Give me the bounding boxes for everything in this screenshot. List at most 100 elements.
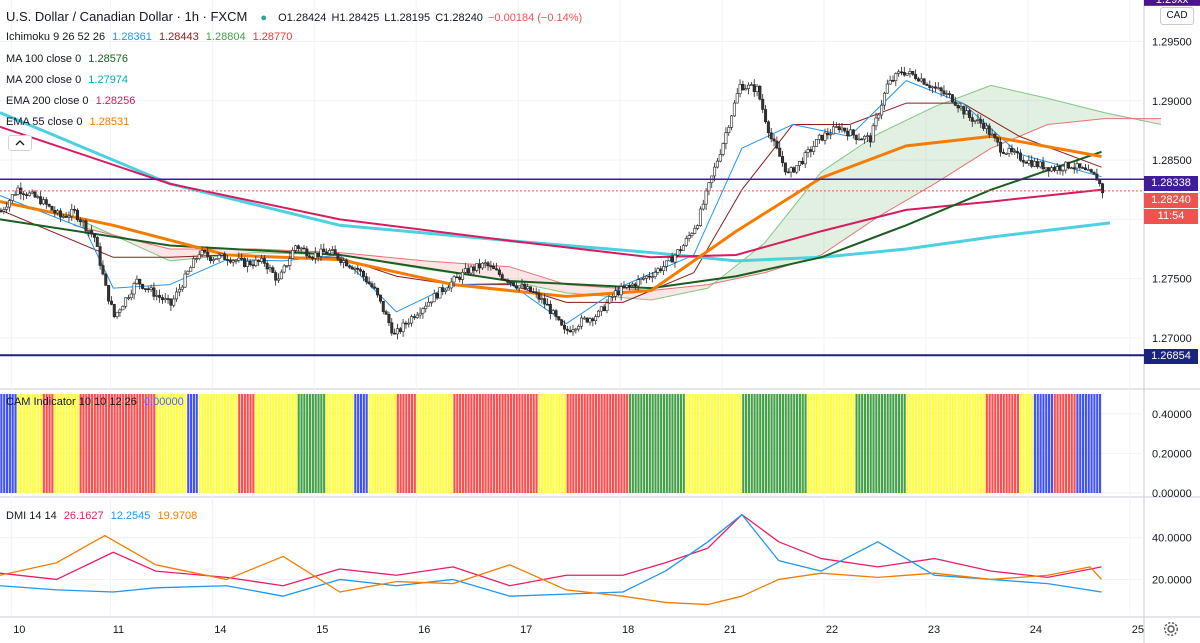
cam-bar-yellow <box>546 394 549 493</box>
cam-bar-blue <box>357 394 360 493</box>
cam-bar-red <box>504 394 507 493</box>
cloud-segment <box>826 164 833 252</box>
cam-bar-yellow <box>427 394 431 493</box>
cam-bar-yellow <box>722 394 725 493</box>
candle-body <box>908 71 912 74</box>
cam-bar-yellow <box>226 394 229 493</box>
candle-body <box>390 322 394 334</box>
cam-bar-green <box>648 394 651 493</box>
cam-bar-red <box>484 394 487 493</box>
cam-tick-label: 0.20000 <box>1152 448 1192 460</box>
legend-ma200[interactable]: MA 200 close 0 1.27974 <box>6 74 128 86</box>
legend-ichimoku[interactable]: Ichimoku 9 26 52 26 1.28361 1.28443 1.28… <box>6 31 292 43</box>
candle-body <box>115 311 119 317</box>
candle-body <box>1047 167 1051 172</box>
cam-bar-yellow <box>232 394 235 493</box>
candle-body <box>260 258 264 262</box>
cam-bar-red <box>464 394 467 493</box>
cloud-segment <box>736 261 742 279</box>
candle-body <box>724 132 728 144</box>
cam-bar-yellow <box>56 394 60 493</box>
legend-ema200[interactable]: EMA 200 close 0 1.28256 <box>6 95 135 107</box>
cam-bar-green <box>679 394 683 493</box>
legend-ema55[interactable]: EMA 55 close 0 1.28531 <box>6 116 129 128</box>
candle-body <box>843 127 847 132</box>
candle-body <box>984 125 988 129</box>
cam-bar-green <box>861 394 864 493</box>
candle-body <box>727 127 731 133</box>
cloud-segment <box>135 240 142 248</box>
currency-badge[interactable]: CAD <box>1160 7 1194 25</box>
candle-body <box>919 78 923 82</box>
candle-body <box>965 110 969 115</box>
last-price-badge: 1.28240 <box>1144 193 1198 208</box>
cam-bar-green <box>745 394 748 493</box>
cam-bar-red <box>1008 394 1011 493</box>
cam-legend[interactable]: CAM Indicator 10 10 12 26 0.00000 <box>6 396 184 408</box>
legend-ma100[interactable]: MA 100 close 0 1.28576 <box>6 53 128 65</box>
collapse-legend-button[interactable] <box>8 135 32 151</box>
dmi-legend[interactable]: DMI 14 14 26.1627 12.2545 19.9708 <box>6 510 197 522</box>
symbol-title[interactable]: U.S. Dollar / Canadian Dollar · 1h · FXC… <box>6 9 248 24</box>
candle-body <box>296 245 300 249</box>
cam-bar-red <box>122 394 125 493</box>
cam-bar-green <box>872 394 875 493</box>
candle-body <box>537 292 541 300</box>
cloud-segment <box>572 284 578 294</box>
cam-bar-yellow <box>173 394 176 493</box>
cam-bar-red <box>490 394 493 493</box>
cam-bar-red <box>592 394 595 493</box>
cloud-segment <box>668 288 674 297</box>
cam-bar-yellow <box>832 394 835 493</box>
cam-bar-yellow <box>68 394 71 493</box>
cam-bar-green <box>886 394 889 493</box>
cloud-segment <box>894 123 901 208</box>
cam-bar-red <box>609 394 612 493</box>
ohlc-change: −0.00184 (−0.14%) <box>488 12 583 24</box>
cam-bar-yellow <box>1019 394 1022 493</box>
candle-body <box>206 251 210 258</box>
cam-bar-red <box>572 394 575 493</box>
candle-body <box>342 260 346 263</box>
cam-bar-red <box>1070 394 1073 493</box>
candle-body <box>429 301 433 304</box>
cam-bar-yellow <box>37 394 40 493</box>
candle-body <box>735 93 739 104</box>
candle-body <box>24 194 28 196</box>
cam-bar-yellow <box>730 394 733 493</box>
gear-icon[interactable] <box>1162 620 1180 638</box>
candle-body <box>690 233 694 236</box>
candle-body <box>591 318 595 322</box>
cloud-segment <box>775 221 782 270</box>
candle-body <box>795 165 799 173</box>
ma100-line <box>0 150 1102 290</box>
candle-body <box>639 277 643 280</box>
cloud-segment <box>487 265 493 279</box>
cam-bar-red <box>139 394 142 493</box>
cam-bar-blue <box>11 394 14 493</box>
cam-bar-yellow <box>852 394 855 493</box>
cloud-segment <box>951 98 958 174</box>
candle-body <box>282 265 286 273</box>
cam-bar-green <box>750 394 753 493</box>
cloud-segment <box>679 286 686 295</box>
candle-body <box>826 132 830 136</box>
cam-bar-green <box>793 394 796 493</box>
cam-bar-red <box>410 394 414 493</box>
candle-body <box>404 322 408 325</box>
candle-body <box>653 272 657 277</box>
cam-bar-blue <box>1090 394 1093 493</box>
dmi-value: 26.1627 <box>63 510 104 522</box>
cam-bar-yellow <box>393 394 397 493</box>
cam-bar-yellow <box>212 394 215 493</box>
cam-bar-red <box>461 394 464 493</box>
dmi-series-line-3 <box>0 534 1103 606</box>
cam-bar-yellow <box>255 394 258 493</box>
candle-body <box>616 290 620 296</box>
cam-bar-yellow <box>1022 394 1025 493</box>
cam-bar-red <box>577 394 581 493</box>
candle-body <box>126 297 130 299</box>
cam-bar-yellow <box>739 394 742 493</box>
cam-bar-red <box>51 394 54 493</box>
